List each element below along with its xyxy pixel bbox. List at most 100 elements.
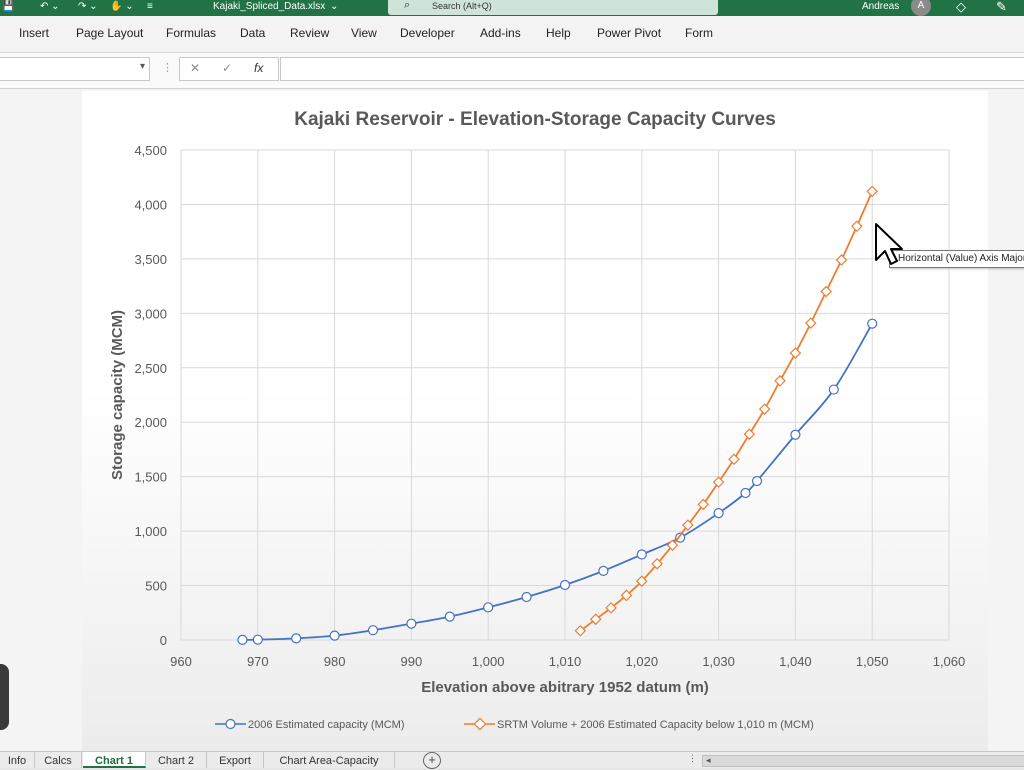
horizontal-scrollbar[interactable]: ◂: [702, 755, 1024, 767]
x-tick-label: 970: [247, 654, 269, 669]
user-name[interactable]: Andreas: [862, 1, 900, 12]
series-1-point[interactable]: [828, 384, 839, 395]
x-axis-label[interactable]: Elevation above abitrary 1952 datum (m): [421, 679, 709, 696]
legend-marker-series-1: [225, 718, 236, 730]
plot-series[interactable]: [237, 185, 878, 645]
file-name[interactable]: Kajaki_Spliced_Data.xlsx: [213, 1, 326, 12]
series-1-point[interactable]: [598, 565, 609, 576]
series-1-point[interactable]: [751, 475, 763, 487]
tab-data[interactable]: Data: [240, 26, 266, 40]
chart-area[interactable]: [82, 91, 988, 751]
tab-review[interactable]: Review: [290, 26, 330, 40]
series-1-point[interactable]: [329, 630, 340, 641]
tab-developer[interactable]: Developer: [400, 26, 455, 40]
series-1-point[interactable]: [521, 591, 532, 603]
tab-form[interactable]: Form: [685, 26, 713, 40]
scroll-tabs-menu-icon[interactable]: ⋮: [688, 753, 697, 763]
sheet-tab-info[interactable]: Info: [0, 752, 35, 768]
y-axis-label[interactable]: Storage capacity (MCM): [109, 310, 126, 480]
series-2-point[interactable]: [712, 476, 725, 488]
formula-bar-grip-icon[interactable]: ⋮: [162, 62, 173, 74]
tab-help[interactable]: Help: [546, 26, 571, 40]
search-placeholder: Search (Alt+Q): [432, 1, 492, 11]
series-1-point[interactable]: [675, 532, 686, 543]
series-1-point[interactable]: [252, 634, 263, 645]
series-1-point[interactable]: [790, 429, 801, 440]
tab-page-layout[interactable]: Page Layout: [76, 26, 144, 40]
tab-power-pivot[interactable]: Power Pivot: [597, 26, 662, 40]
undo-icon[interactable]: ↶ ⌄: [40, 1, 60, 12]
search-box[interactable]: ⌕ Search (Alt+Q): [388, 0, 718, 15]
y-tick-label: 4,000: [134, 197, 167, 212]
tab-add-ins[interactable]: Add-ins: [480, 26, 521, 40]
tab-formulas[interactable]: Formulas: [166, 26, 217, 40]
side-panel-handle[interactable]: [0, 664, 9, 730]
series-line-1[interactable]: [242, 323, 873, 641]
customize-toolbar-icon[interactable]: ≡: [147, 1, 153, 12]
series-2-point[interactable]: [789, 347, 802, 359]
series-2-point[interactable]: [636, 575, 648, 587]
sheet-tabs-bar: Info Calcs Chart 1 Chart 2 Export Chart …: [0, 751, 1024, 769]
series-2-point[interactable]: [758, 403, 771, 415]
series-2-point[interactable]: [728, 453, 740, 466]
series-1-point[interactable]: [740, 487, 751, 499]
sheet-tab-chart-area-capacity[interactable]: Chart Area-Capacity: [264, 752, 395, 768]
file-name-chevron-icon[interactable]: ⌄: [330, 1, 339, 12]
series-2-point[interactable]: [682, 519, 694, 531]
series-2-point[interactable]: [866, 185, 878, 198]
cancel-icon[interactable]: ✕: [190, 61, 201, 75]
series-1-point[interactable]: [291, 633, 302, 644]
redo-icon[interactable]: ↷ ⌄: [78, 1, 98, 12]
diamond-icon[interactable]: ◇: [956, 0, 966, 14]
sheet-tab-export[interactable]: Export: [207, 752, 264, 768]
title-bar: 💾 ↶ ⌄ ↷ ⌄ ✋ ⌄ ≡ Kajaki_Spliced_Data.xlsx…: [0, 0, 1024, 16]
legend-marker-series-2: [473, 717, 487, 731]
series-2-point[interactable]: [651, 557, 663, 570]
series-1-point[interactable]: [444, 611, 455, 622]
name-box[interactable]: ▾: [0, 57, 150, 81]
series-2-point[interactable]: [743, 428, 756, 440]
series-2-point[interactable]: [851, 220, 863, 233]
series-1-point[interactable]: [367, 625, 379, 636]
series-2-point[interactable]: [666, 539, 679, 552]
chart-title[interactable]: Kajaki Reservoir - Elevation-Storage Cap…: [294, 109, 776, 130]
series-1-point[interactable]: [483, 602, 494, 613]
series-2-point[interactable]: [605, 602, 617, 614]
scroll-left-icon[interactable]: ◂: [706, 755, 711, 765]
series-2-point[interactable]: [774, 375, 786, 387]
pen-icon[interactable]: ✎: [996, 0, 1007, 14]
tab-view[interactable]: View: [351, 26, 377, 40]
series-1-point[interactable]: [636, 549, 647, 560]
gridlines[interactable]: [180, 149, 950, 641]
add-sheet-icon[interactable]: +: [423, 752, 441, 769]
x-tick-label: 1,000: [472, 654, 505, 669]
series-2-point[interactable]: [620, 589, 633, 602]
sheet-tab-calcs[interactable]: Calcs: [35, 752, 82, 768]
touch-mode-icon[interactable]: ✋ ⌄: [110, 1, 134, 12]
legend-label-series-1[interactable]: 2006 Estimated capacity (MCM): [248, 719, 405, 731]
sheet-tab-chart-2[interactable]: Chart 2: [146, 752, 207, 768]
series-1-point[interactable]: [867, 318, 878, 329]
formula-input[interactable]: [280, 57, 1024, 81]
sheet-tab-chart-1[interactable]: Chart 1: [83, 752, 146, 768]
series-2-point[interactable]: [835, 254, 848, 266]
enter-icon[interactable]: ✓: [222, 61, 233, 75]
series-2-point[interactable]: [804, 317, 817, 329]
series-line-2[interactable]: [579, 191, 874, 632]
tab-insert[interactable]: Insert: [19, 26, 50, 40]
insert-function-icon[interactable]: fx: [254, 61, 264, 75]
series-1-point[interactable]: [237, 634, 248, 645]
avatar[interactable]: A: [911, 0, 931, 16]
save-icon[interactable]: 💾: [2, 1, 15, 12]
series-2-point[interactable]: [574, 624, 587, 637]
series-1-point[interactable]: [713, 508, 724, 519]
chevron-down-icon[interactable]: ▾: [139, 61, 145, 72]
series-1-point[interactable]: [406, 618, 417, 629]
series-2-point[interactable]: [589, 613, 602, 626]
legend[interactable]: 2006 Estimated capacity (MCM) SRTM Volum…: [215, 717, 814, 731]
series-2-point[interactable]: [697, 498, 710, 511]
series-2-point[interactable]: [820, 285, 832, 298]
legend-label-series-2[interactable]: SRTM Volume + 2006 Estimated Capacity be…: [497, 719, 814, 731]
series-1-point[interactable]: [559, 579, 571, 591]
